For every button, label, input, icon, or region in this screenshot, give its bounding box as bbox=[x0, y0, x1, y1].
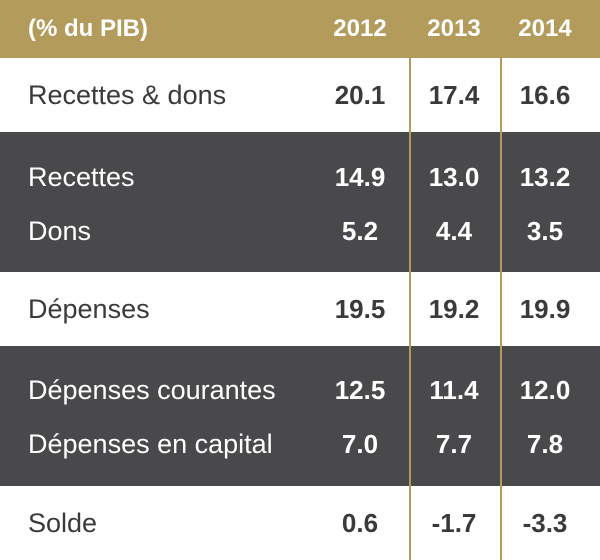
cell-value: 0.6 bbox=[341, 508, 379, 538]
column-header-2012: 2012 bbox=[333, 15, 387, 42]
cell-value: 7.0 bbox=[341, 429, 379, 459]
table-row: Dons 5.2 4.4 3.5 bbox=[0, 206, 600, 256]
cell-value: 13.0 bbox=[428, 162, 480, 192]
cell-value: 11.4 bbox=[429, 375, 479, 405]
table-row: Solde 0.6 -1.7 -3.3 bbox=[0, 498, 600, 548]
row-label: Recettes bbox=[28, 162, 135, 192]
table-row: Dépenses 19.5 19.2 19.9 bbox=[0, 284, 600, 334]
cell-value: 12.5 bbox=[334, 375, 386, 405]
row-label: Solde bbox=[28, 508, 98, 538]
cell-value: 5.2 bbox=[341, 216, 379, 246]
table-row: Recettes & dons 20.1 17.4 16.6 bbox=[0, 70, 600, 120]
cell-value: 4.4 bbox=[435, 216, 473, 246]
cell-value: 12.0 bbox=[519, 375, 571, 405]
unit-label: (% du PIB) bbox=[28, 15, 148, 42]
column-header-2014: 2014 bbox=[518, 15, 572, 42]
cell-value: 3.5 bbox=[526, 216, 564, 246]
table-row: Dépenses courantes 12.5 11.4 12.0 bbox=[0, 365, 600, 415]
cell-value: 20.1 bbox=[334, 80, 386, 110]
cell-value: -3.3 bbox=[522, 508, 568, 538]
cell-value: 7.7 bbox=[435, 429, 473, 459]
row-label: Dépenses courantes bbox=[28, 375, 276, 405]
column-divider bbox=[500, 58, 502, 560]
column-divider bbox=[409, 58, 411, 560]
cell-value: 14.9 bbox=[334, 162, 386, 192]
row-label: Dépenses en capital bbox=[28, 429, 273, 459]
table-row: Recettes 14.9 13.0 13.2 bbox=[0, 152, 600, 202]
cell-value: 19.5 bbox=[334, 294, 386, 324]
cell-value: 19.9 bbox=[519, 294, 571, 324]
column-header-2013: 2013 bbox=[427, 15, 481, 42]
cell-value: -1.7 bbox=[431, 508, 477, 538]
table-header: (% du PIB) 2012 2013 2014 bbox=[0, 0, 600, 58]
table-row: Dépenses en capital 7.0 7.7 7.8 bbox=[0, 419, 600, 469]
row-label: Recettes & dons bbox=[28, 80, 227, 110]
cell-value: 7.8 bbox=[526, 429, 564, 459]
row-label: Dépenses bbox=[28, 294, 150, 324]
cell-value: 16.6 bbox=[519, 80, 571, 110]
cell-value: 19.2 bbox=[428, 294, 480, 324]
row-label: Dons bbox=[28, 216, 92, 246]
cell-value: 13.2 bbox=[519, 162, 571, 192]
cell-value: 17.4 bbox=[428, 80, 480, 110]
